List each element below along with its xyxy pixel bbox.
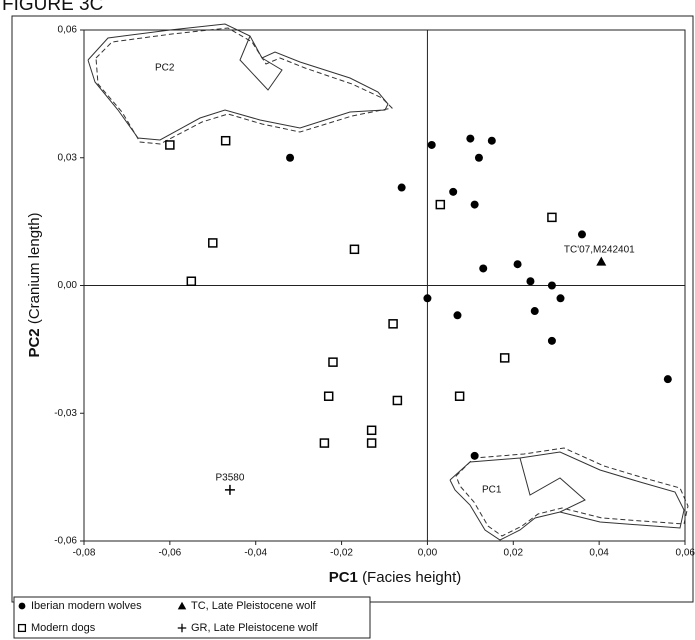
wolf-point [577, 230, 586, 239]
wolf-point [397, 183, 406, 192]
wolf-point [466, 134, 475, 143]
wolf-point [474, 153, 483, 162]
dog-point [499, 353, 510, 363]
dog-point [186, 276, 197, 286]
skull-outline-pc2 [87, 23, 394, 145]
wolf-point [513, 260, 522, 269]
x-tick-label: -0,06 [158, 548, 181, 559]
dog-point [17, 623, 27, 633]
x-axis-label-rest: (Facies height) [362, 569, 461, 586]
y-tick-label: -0,06 [54, 536, 77, 547]
frame [11, 15, 694, 603]
wolf-point [487, 136, 496, 145]
x-axis-label: PC1 (Facies height) [329, 569, 462, 586]
wolf-point [479, 264, 488, 273]
wolf-point [526, 277, 535, 286]
outline-label: PC2 [155, 63, 175, 74]
x-tick-label: -0,08 [73, 548, 96, 559]
x-tick-label: -0,02 [330, 548, 353, 559]
dog-point [392, 395, 403, 406]
y-tick-label: 0,06 [58, 25, 78, 36]
legend-label: Modern dogs [31, 622, 96, 634]
gr-point [224, 484, 235, 495]
dog-point [349, 244, 360, 255]
y-axis-label-bold: PC2 [26, 328, 43, 357]
x-tick-label: -0,04 [244, 548, 267, 559]
tc-point [596, 256, 607, 266]
wolf-point [423, 294, 432, 303]
dog-point [388, 319, 398, 329]
wolf-point [547, 336, 556, 345]
y-tick-label: 0,00 [58, 280, 78, 291]
dog-point [165, 140, 175, 150]
wolf-point [18, 602, 26, 610]
dog-point [323, 391, 334, 401]
wolf-point [449, 187, 458, 196]
wolf-point [547, 281, 556, 290]
x-tick-label: 0,04 [589, 548, 609, 559]
x-tick-label: 0,02 [504, 548, 524, 559]
dog-point [220, 135, 231, 146]
tc-point [177, 601, 187, 610]
legend-label: GR, Late Pleistocene wolf [191, 622, 319, 634]
gr-point [177, 623, 187, 633]
dog-point [366, 425, 377, 436]
chart-title: FIGURE 3C [2, 0, 103, 15]
x-tick-label: 0,06 [676, 548, 695, 559]
y-axis-label-rest: (Cranium length) [26, 212, 43, 324]
x-axis-label-bold: PC1 [329, 569, 358, 586]
wolf-point [530, 307, 539, 316]
point-label: P3580 [215, 473, 244, 484]
dog-point [208, 238, 218, 248]
point-label: TC'07,M242401 [564, 244, 635, 255]
dog-point [328, 357, 338, 367]
y-tick-label: -0,03 [54, 408, 77, 419]
x-tick-label: 0,00 [418, 548, 438, 559]
dog-point [366, 438, 377, 448]
wolf-point [470, 451, 479, 460]
dog-point [547, 212, 557, 223]
outline-label: PC1 [482, 485, 502, 496]
wolf-point [286, 153, 295, 162]
wolf-point [556, 294, 565, 303]
wolf-point [470, 200, 479, 209]
legend-label: Iberian modern wolves [31, 600, 142, 612]
dog-point [454, 391, 465, 401]
wolf-point [663, 375, 672, 384]
wolf-point [427, 140, 436, 149]
legend [13, 596, 371, 639]
dog-point [319, 438, 330, 448]
y-axis-label: PC2 (Cranium length) [26, 212, 43, 357]
wolf-point [453, 311, 462, 320]
legend-label: TC, Late Pleistocene wolf [191, 600, 317, 612]
y-tick-label: 0,03 [58, 152, 78, 163]
skull-outline-pc1 [449, 447, 689, 541]
dog-point [435, 199, 446, 210]
